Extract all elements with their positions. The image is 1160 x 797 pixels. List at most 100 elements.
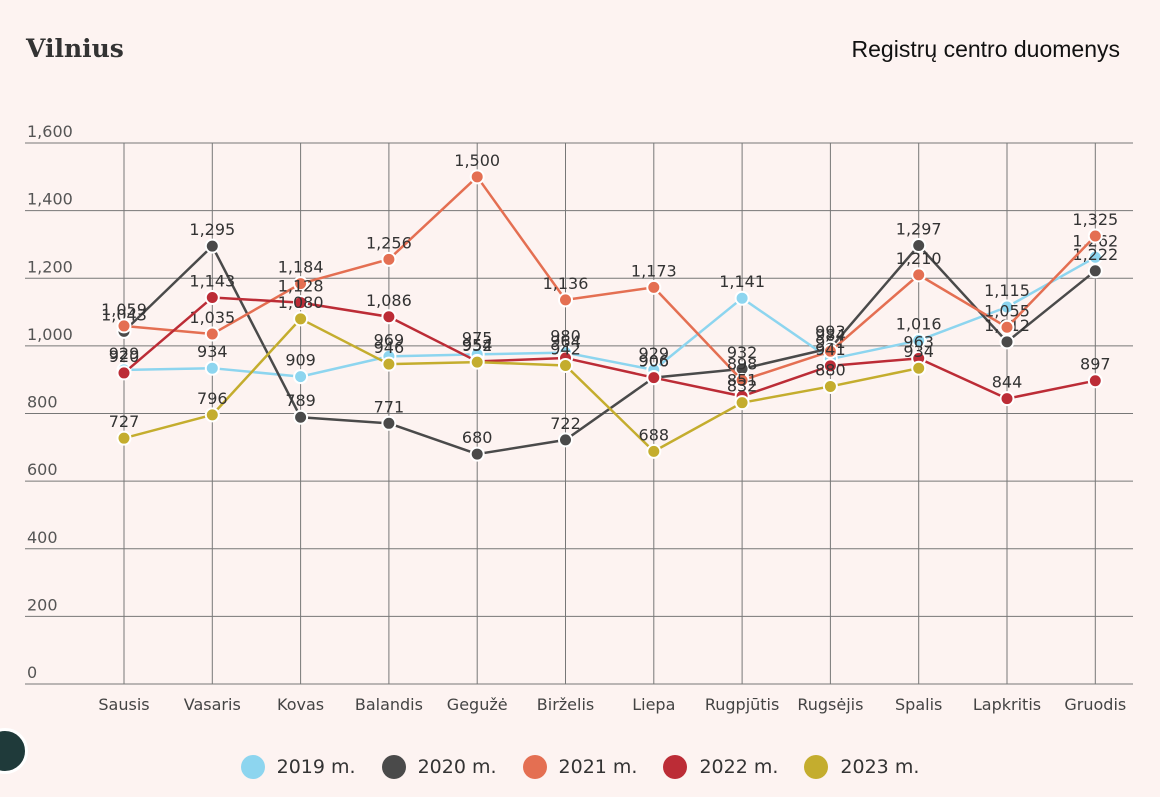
data-point bbox=[734, 290, 750, 306]
y-tick-label: 200 bbox=[27, 595, 58, 614]
data-label: 727 bbox=[109, 412, 140, 431]
data-label: 934 bbox=[903, 342, 934, 361]
data-label: 1,295 bbox=[189, 220, 235, 239]
legend-item-2019[interactable]: 2019 m. bbox=[240, 755, 356, 779]
legend-item-2022[interactable]: 2022 m. bbox=[663, 755, 778, 779]
data-label: 906 bbox=[639, 352, 670, 371]
y-tick-label: 1,600 bbox=[27, 122, 73, 141]
data-label: 932 bbox=[727, 343, 758, 362]
data-label: 1,297 bbox=[896, 219, 942, 238]
data-point bbox=[293, 409, 309, 425]
legend-swatch-2020 bbox=[381, 755, 406, 779]
y-tick-label: 400 bbox=[27, 528, 58, 547]
legend-label-2022: 2022 m. bbox=[699, 756, 779, 778]
data-point bbox=[999, 334, 1015, 350]
data-point bbox=[558, 432, 573, 448]
data-label: 1,141 bbox=[719, 272, 765, 291]
legend-label-2019: 2019 m. bbox=[276, 756, 356, 778]
series-line bbox=[123, 175, 1097, 382]
data-point bbox=[999, 299, 1015, 315]
data-label: 771 bbox=[374, 397, 405, 416]
data-label: 1,059 bbox=[101, 300, 147, 319]
data-point bbox=[734, 395, 750, 411]
data-label: 1,055 bbox=[984, 301, 1030, 320]
data-point bbox=[204, 407, 220, 423]
data-point bbox=[469, 446, 485, 462]
x-tick-label: Kovas bbox=[277, 695, 324, 714]
x-tick-label: Birželis bbox=[537, 695, 594, 714]
data-label: 942 bbox=[550, 339, 581, 358]
data-label: 952 bbox=[462, 336, 493, 355]
series-line bbox=[123, 256, 1096, 378]
legend-swatch-2019 bbox=[240, 755, 265, 779]
x-tick-label: Rugsėjis bbox=[797, 695, 863, 714]
series-2021: 1,059 1,035 1,184 1,256 1,500 1,136 1,173 898 98… bbox=[101, 151, 1118, 388]
data-label: 993 bbox=[815, 322, 846, 341]
data-label: 954 bbox=[462, 335, 493, 354]
legend-item-2020[interactable]: 2020 m. bbox=[381, 755, 497, 779]
data-point bbox=[204, 238, 220, 254]
series-line bbox=[123, 244, 1097, 456]
data-point bbox=[469, 354, 485, 370]
data-label: 680 bbox=[462, 428, 493, 447]
data-label: 969 bbox=[374, 330, 405, 349]
line-chart: 0 200 400 600 800 1,000 1,200 1,400 1,600 Sausis V… bbox=[25, 122, 1133, 714]
data-point bbox=[911, 237, 927, 253]
data-label: 1,500 bbox=[454, 151, 500, 170]
data-label: 832 bbox=[727, 377, 758, 396]
data-label: 880 bbox=[815, 360, 846, 379]
data-label: 1,115 bbox=[984, 281, 1030, 300]
y-tick-label: 1,400 bbox=[27, 190, 73, 209]
data-point bbox=[116, 365, 132, 381]
data-point bbox=[381, 251, 397, 267]
data-point bbox=[822, 358, 838, 374]
source-label: Registrų centro duomenys bbox=[851, 36, 1120, 62]
legend-swatch-2021 bbox=[522, 755, 547, 779]
chart-title: Vilnius bbox=[26, 34, 124, 63]
data-point bbox=[116, 430, 132, 446]
data-point bbox=[204, 360, 220, 376]
data-point bbox=[911, 360, 927, 376]
data-label: 1,210 bbox=[896, 249, 942, 268]
x-tick-label: Vasaris bbox=[184, 695, 241, 714]
series-2023: 727 796 1,080 946 952 942 688 832 880 934 bbox=[109, 293, 934, 459]
data-label: 898 bbox=[727, 354, 758, 373]
data-label: 1,128 bbox=[278, 277, 324, 296]
x-tick-label: Gruodis bbox=[1064, 695, 1126, 714]
series-line bbox=[123, 296, 1096, 400]
data-label: 1,143 bbox=[189, 272, 235, 291]
legend-swatch-2022 bbox=[663, 755, 688, 779]
data-point bbox=[558, 357, 573, 373]
legend-label-2023: 2023 m. bbox=[840, 756, 920, 778]
data-point bbox=[293, 295, 309, 311]
data-label: 929 bbox=[109, 344, 140, 363]
series-2020: 1,043 1,295 789 771 680 722 906 932 993 1,297 1,01… bbox=[101, 219, 1118, 462]
legend-item-2023[interactable]: 2023 m. bbox=[804, 755, 919, 779]
legend: 2019 m. 2020 m. 2021 m. 2022 m. 2023 m. bbox=[0, 755, 1160, 779]
data-label: 897 bbox=[1080, 355, 1111, 374]
data-label: 906 bbox=[639, 352, 670, 371]
y-tick-label: 600 bbox=[27, 460, 58, 479]
data-label: 851 bbox=[727, 370, 758, 389]
data-point bbox=[911, 332, 927, 348]
data-point bbox=[822, 343, 838, 359]
legend-item-2021[interactable]: 2021 m. bbox=[522, 755, 637, 779]
data-point bbox=[204, 326, 220, 342]
data-label: 1,086 bbox=[366, 291, 412, 310]
data-label: 963 bbox=[903, 332, 934, 351]
data-point bbox=[734, 372, 750, 388]
data-label: 984 bbox=[815, 325, 846, 344]
data-label: 1,016 bbox=[896, 314, 942, 333]
data-label: 688 bbox=[639, 425, 670, 444]
x-tick-label: Liepa bbox=[632, 695, 675, 714]
data-label: 844 bbox=[992, 373, 1023, 392]
x-tick-label: Spalis bbox=[895, 695, 942, 714]
x-tick-label: Balandis bbox=[355, 695, 423, 714]
y-tick-label: 0 bbox=[27, 663, 37, 682]
legend-swatch-2023 bbox=[804, 755, 829, 779]
data-label: 964 bbox=[550, 332, 581, 351]
data-point bbox=[116, 318, 132, 334]
data-point bbox=[646, 443, 662, 459]
data-point bbox=[646, 279, 662, 295]
data-point bbox=[381, 309, 397, 325]
